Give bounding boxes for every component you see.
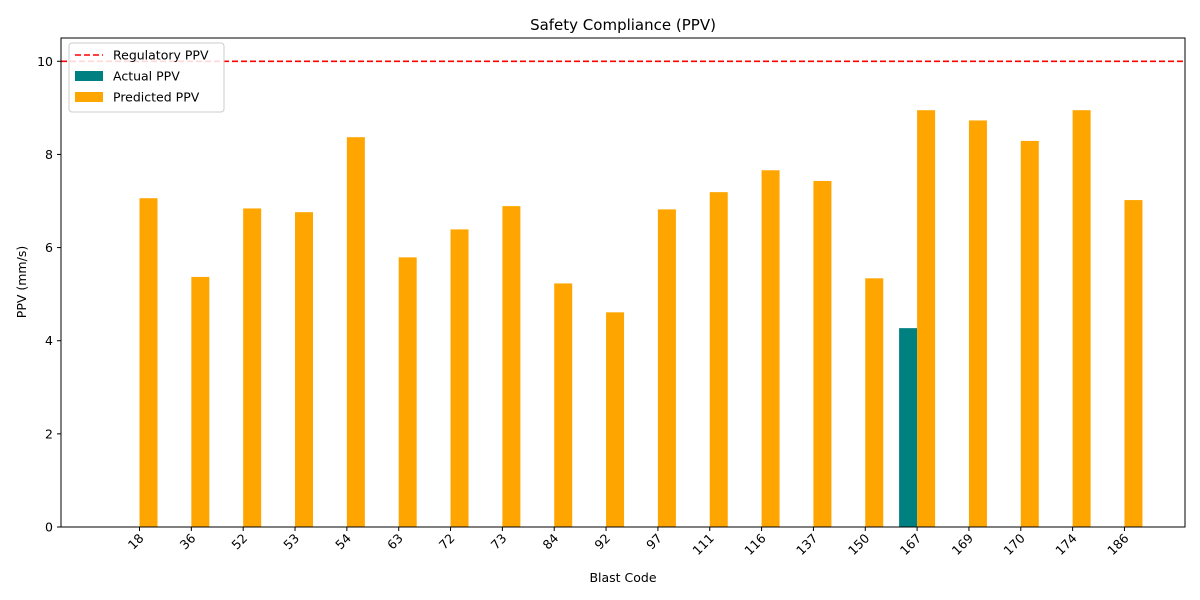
predicted-ppv-bar-72 <box>450 229 469 527</box>
x-tick-label-167: 167 <box>897 531 924 558</box>
predicted-ppv-bar-116 <box>761 170 780 527</box>
legend-label-regulatory-ppv: Regulatory PPV <box>113 48 209 63</box>
plot-area: 0 2 4 6 8 10 18 36 52 53 54 63 72 73 84 92 97 111 116 137 15… <box>37 37 1186 558</box>
predicted-ppv-bar-18 <box>139 198 158 527</box>
predicted-ppv-bar-63 <box>398 257 417 527</box>
predicted-ppv-bar-92 <box>606 312 625 527</box>
predicted-ppv-bar-167 <box>917 110 936 527</box>
predicted-ppv-bar-97 <box>657 209 676 527</box>
x-tick-label-97: 97 <box>643 531 665 553</box>
predicted-ppv-bar-111 <box>709 192 728 527</box>
x-tick-label-92: 92 <box>591 531 613 553</box>
y-tick-label-0: 0 <box>45 520 53 535</box>
x-tick-label-169: 169 <box>949 530 977 558</box>
legend-label-actual-ppv: Actual PPV <box>113 69 180 84</box>
x-tick-label-137: 137 <box>793 531 820 558</box>
predicted-ppv-bar-174 <box>1072 110 1091 527</box>
x-tick-label-174: 174 <box>1052 530 1080 558</box>
predicted-ppv-bar-53 <box>295 212 314 527</box>
predicted-ppv-bar-54 <box>346 137 365 527</box>
x-tick-label-116: 116 <box>741 530 769 558</box>
x-tick-label-63: 63 <box>384 531 406 553</box>
predicted-ppv-bar-169 <box>968 120 987 528</box>
predicted-ppv-bar-150 <box>865 278 884 527</box>
y-tick-label-4: 4 <box>45 333 53 348</box>
chart-title: Safety Compliance (PPV) <box>530 16 716 34</box>
x-tick-label-52: 52 <box>228 531 250 553</box>
y-tick-label-2: 2 <box>45 426 53 441</box>
legend: Regulatory PPV Actual PPV Predicted PPV <box>68 42 225 113</box>
predicted-ppv-bar-137 <box>813 180 832 527</box>
predicted-ppv-bar-84 <box>554 283 573 527</box>
y-tick-label-6: 6 <box>45 240 53 255</box>
predicted-ppv-bar-36 <box>191 276 210 527</box>
x-tick-label-72: 72 <box>436 531 458 553</box>
predicted-ppv-bar-186 <box>1124 200 1143 527</box>
predicted-ppv-bar-73 <box>502 206 521 527</box>
y-axis-label: PPV (mm/s) <box>14 246 29 318</box>
x-tick-label-18: 18 <box>125 530 147 552</box>
x-tick-label-36: 36 <box>177 530 199 552</box>
predicted-ppv-bar-170 <box>1020 140 1039 528</box>
legend-box <box>68 42 225 113</box>
x-tick-label-170: 170 <box>1000 530 1028 558</box>
x-tick-label-186: 186 <box>1104 530 1132 558</box>
x-axis-label: Blast Code <box>589 570 656 585</box>
legend-swatch-predicted-ppv <box>75 92 103 102</box>
actual-ppv-bar-167 <box>899 328 918 527</box>
x-tick-label-73: 73 <box>488 531 510 553</box>
predicted-ppv-bar-52 <box>243 208 262 527</box>
y-tick-label-8: 8 <box>45 147 53 162</box>
x-tick-label-111: 111 <box>689 531 716 558</box>
x-tick-label-54: 54 <box>332 530 354 552</box>
legend-label-predicted-ppv: Predicted PPV <box>113 90 200 105</box>
plot-frame <box>60 37 1186 528</box>
legend-swatch-actual-ppv <box>75 71 103 81</box>
x-tick-label-84: 84 <box>539 530 561 552</box>
x-tick-label-53: 53 <box>280 531 302 553</box>
y-tick-label-10: 10 <box>37 54 53 69</box>
x-tick-label-150: 150 <box>845 530 873 558</box>
